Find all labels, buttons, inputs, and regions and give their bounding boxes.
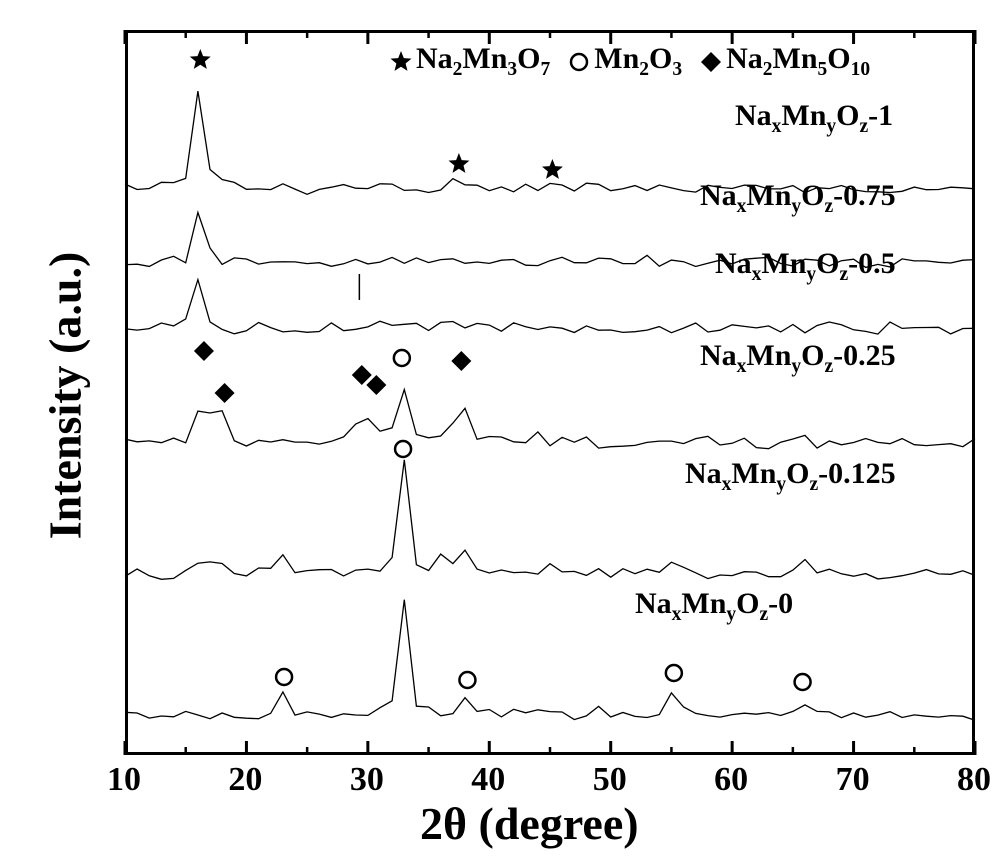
x-tick-label: 50	[593, 761, 627, 799]
circle-marker	[666, 665, 682, 681]
circle-marker	[395, 441, 411, 457]
xrd-trace-t0	[125, 600, 975, 721]
diamond-marker	[366, 375, 386, 395]
x-tick-label: 10	[107, 761, 141, 799]
x-tick-label: 60	[714, 761, 748, 799]
trace-label-t05: NaxMnyOz-0.5	[715, 247, 896, 286]
x-tick-label: 70	[836, 761, 870, 799]
circle-marker	[394, 350, 410, 366]
diamond-marker	[215, 383, 235, 403]
circle-marker	[276, 669, 292, 685]
trace-label-t025: NaxMnyOz-0.25	[700, 339, 896, 378]
circle-marker	[795, 674, 811, 690]
trace-label-t0: NaxMnyOz-0	[635, 587, 793, 626]
x-ticks	[125, 30, 975, 755]
x-tick-label: 80	[957, 761, 991, 799]
figure: Intensity (a.u.) 2θ (degree) Na2Mn3O7Mn2…	[0, 0, 1000, 857]
x-tick-label: 30	[350, 761, 384, 799]
star-marker	[449, 153, 470, 173]
diamond-marker	[352, 365, 372, 385]
trace-label-t0125: NaxMnyOz-0.125	[685, 457, 896, 496]
star-marker	[542, 159, 563, 179]
circle-marker	[459, 672, 475, 688]
xrd-trace-t05	[125, 280, 975, 335]
trace-label-t1: NaxMnyOz-1	[735, 99, 893, 138]
star-marker	[190, 49, 211, 69]
trace-label-t075: NaxMnyOz-0.75	[700, 179, 896, 218]
diamond-marker	[194, 341, 214, 361]
xrd-trace-t025	[125, 390, 975, 449]
x-tick-label: 20	[228, 761, 262, 799]
x-tick-label: 40	[471, 761, 505, 799]
diamond-marker	[451, 351, 471, 371]
